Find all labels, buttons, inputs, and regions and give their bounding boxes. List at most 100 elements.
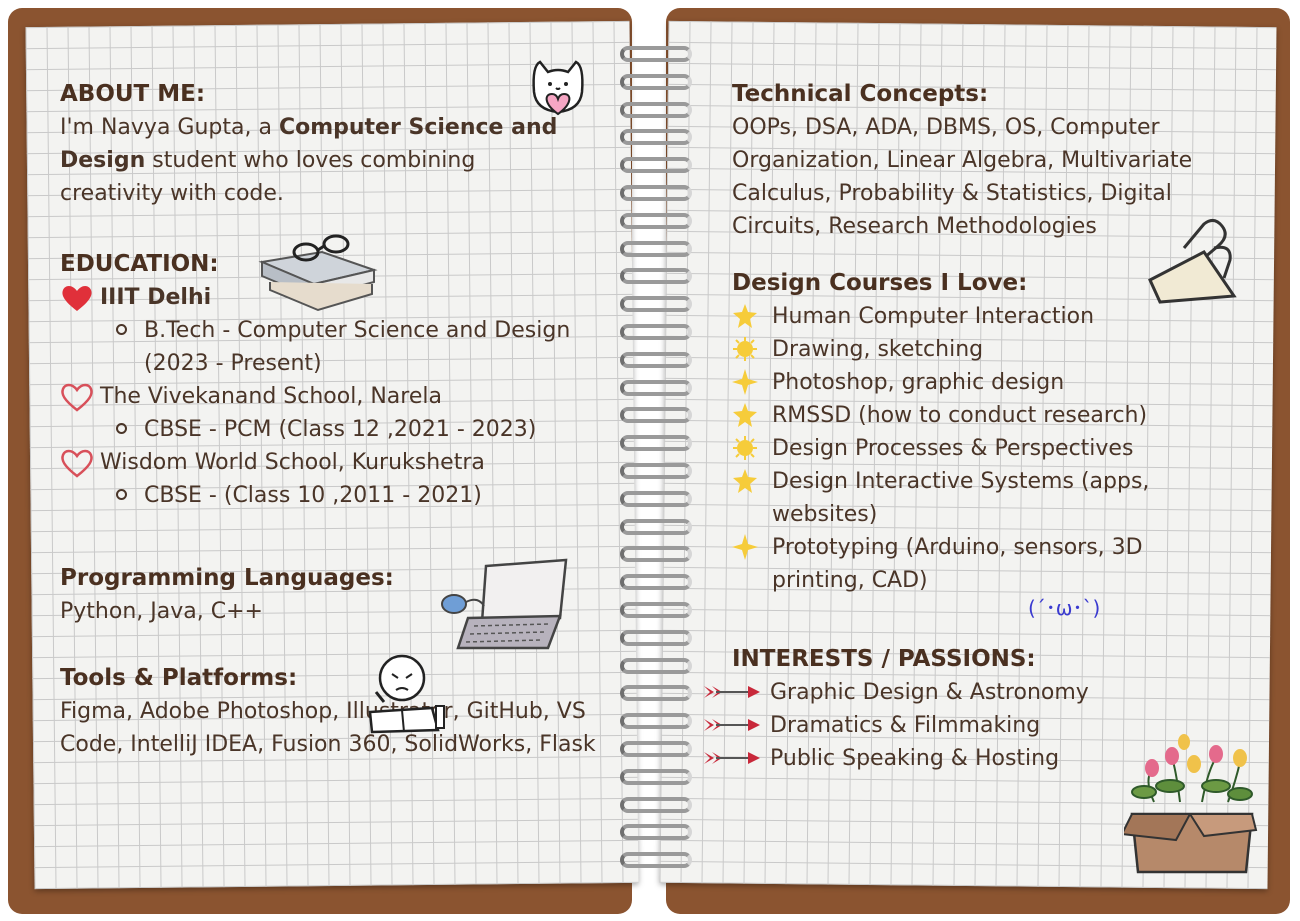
interest-item: Graphic Design & Astronomy	[704, 676, 1262, 709]
design-course-item: Human Computer Interaction	[732, 300, 1262, 333]
design-course-label: Design Processes & Perspectives	[772, 436, 1134, 461]
sun-icon	[733, 436, 757, 460]
arrow-icon	[704, 752, 760, 764]
spiral-ring	[620, 796, 692, 813]
spiral-ring	[620, 73, 692, 90]
spiral-ring	[620, 602, 692, 618]
spiral-ring	[620, 46, 692, 62]
design-course-item: Drawing, sketching	[732, 333, 1262, 366]
spiral-ring	[620, 240, 692, 257]
school-detail-text: CBSE - (Class 10 ,2011 - 2021)	[144, 483, 482, 508]
about-text-part: I'm Navya Gupta, a	[60, 115, 279, 140]
arrow-icon	[704, 719, 760, 731]
tools-heading: Tools & Platforms:	[60, 665, 298, 691]
cat-holding-heart-icon	[532, 60, 584, 116]
spiral-ring	[620, 685, 692, 702]
spiral-ring	[620, 713, 692, 730]
interests-heading: INTERESTS / PASSIONS:	[732, 646, 1036, 672]
star-icon	[733, 403, 757, 427]
interest-item: Public Speaking & Hosting	[704, 742, 1262, 775]
design-course-label: Design Interactive Systems (apps, websit…	[772, 469, 1150, 527]
star-icon	[733, 469, 757, 493]
spiral-ring	[620, 435, 692, 452]
spiral-ring	[620, 490, 692, 507]
about-text-bold: Computer Science and Design	[60, 115, 558, 173]
design-course-item: Design Interactive Systems (apps, websit…	[732, 465, 1262, 531]
education-heading: EDUCATION:	[60, 251, 219, 277]
spiral-ring	[620, 657, 692, 674]
design-course-label: Drawing, sketching	[772, 337, 984, 362]
spiral-ring	[620, 741, 692, 757]
spiral-ring	[620, 351, 692, 368]
school-detail: CBSE - PCM (Class 12 ,2021 - 2023)	[60, 413, 580, 446]
school-detail: B.Tech - Computer Science and Design (20…	[60, 314, 580, 380]
spiral-ring	[620, 407, 692, 424]
school-detail-text: B.Tech - Computer Science and Design (20…	[144, 318, 571, 376]
technical-text: OOPs, DSA, ADA, DBMS, OS, Computer Organ…	[732, 115, 1193, 239]
design-heading: Design Courses I Love:	[732, 270, 1028, 296]
design-course-item: Prototyping (Arduino, sensors, 3D printi…	[732, 531, 1262, 597]
technical-heading: Technical Concepts:	[732, 81, 989, 107]
spiral-ring	[620, 185, 692, 201]
sparkle-icon	[732, 534, 758, 560]
spiral-ring	[620, 546, 692, 563]
design-course-label: RMSSD (how to conduct research)	[772, 403, 1148, 428]
left-column: ABOUT ME: I'm Navya Gupta, a Computer Sc…	[60, 78, 596, 761]
outline-heart-icon	[61, 383, 93, 412]
spiral-ring	[620, 212, 692, 229]
education-item: The Vivekanand School, Narela	[60, 380, 580, 413]
design-course-item: Design Processes & Perspectives	[732, 432, 1262, 465]
programming-heading: Programming Languages:	[60, 565, 394, 591]
kaomoji-face: (´･ω･`)	[1028, 596, 1101, 620]
school-name: Wisdom World School, Kurukshetra	[100, 450, 485, 475]
books-and-glasses-icon	[258, 234, 378, 312]
spiral-ring	[620, 768, 692, 785]
interest-label: Public Speaking & Hosting	[770, 746, 1060, 771]
spiral-ring	[620, 852, 692, 869]
spiral-ring	[620, 157, 692, 174]
school-detail-text: CBSE - PCM (Class 12 ,2021 - 2023)	[144, 417, 537, 442]
spiral-ring	[620, 574, 692, 591]
design-course-item: RMSSD (how to conduct research)	[732, 399, 1262, 432]
spiral-ring	[620, 824, 692, 841]
school-detail: CBSE - (Class 10 ,2011 - 2021)	[60, 479, 580, 512]
filled-heart-icon	[62, 286, 92, 311]
circle-bullet-icon	[116, 324, 127, 335]
spiral-ring	[620, 518, 692, 535]
binder-clip-icon	[1148, 219, 1237, 304]
arrow-icon	[704, 686, 760, 698]
spiral-ring	[620, 296, 692, 313]
spiral-ring	[620, 629, 692, 646]
design-course-list: Human Computer Interaction Drawing, sketc…	[732, 300, 1262, 597]
school-name: IIIT Delhi	[100, 285, 212, 310]
spiral-ring	[620, 379, 692, 396]
interest-label: Graphic Design & Astronomy	[770, 680, 1089, 705]
about-text-part: student who loves combining creativity w…	[60, 148, 476, 206]
interest-list: Graphic Design & Astronomy Dramatics & Fi…	[704, 676, 1262, 775]
education-item: IIIT Delhi	[60, 281, 580, 314]
flower-box-icon	[1124, 734, 1258, 874]
laptop-and-mouse-icon	[441, 558, 568, 650]
circle-bullet-icon	[116, 489, 127, 500]
about-text: I'm Navya Gupta, a Computer Science and …	[60, 111, 580, 210]
spiral-ring	[620, 129, 692, 146]
design-course-label: Human Computer Interaction	[772, 304, 1095, 329]
tools-text: Figma, Adobe Photoshop, Illustrator, Git…	[60, 699, 596, 757]
interest-item: Dramatics & Filmmaking	[704, 709, 1262, 742]
sun-icon	[733, 337, 757, 361]
right-column: Technical Concepts: OOPs, DSA, ADA, DBMS…	[704, 78, 1262, 775]
interest-label: Dramatics & Filmmaking	[770, 713, 1041, 738]
design-course-label: Photoshop, graphic design	[772, 370, 1065, 395]
star-icon	[733, 304, 757, 328]
education-item: Wisdom World School, Kurukshetra	[60, 446, 580, 479]
spiral-ring	[620, 268, 692, 285]
about-heading: ABOUT ME:	[60, 81, 206, 107]
programming-text: Python, Java, C++	[60, 599, 263, 624]
spiral-binding	[612, 30, 702, 880]
design-course-item: Photoshop, graphic design	[732, 366, 1262, 399]
spiral-ring	[620, 101, 692, 118]
circle-bullet-icon	[116, 423, 127, 434]
spiral-ring	[620, 324, 692, 340]
stressed-character-icon	[368, 654, 445, 734]
outline-heart-icon	[61, 449, 93, 478]
